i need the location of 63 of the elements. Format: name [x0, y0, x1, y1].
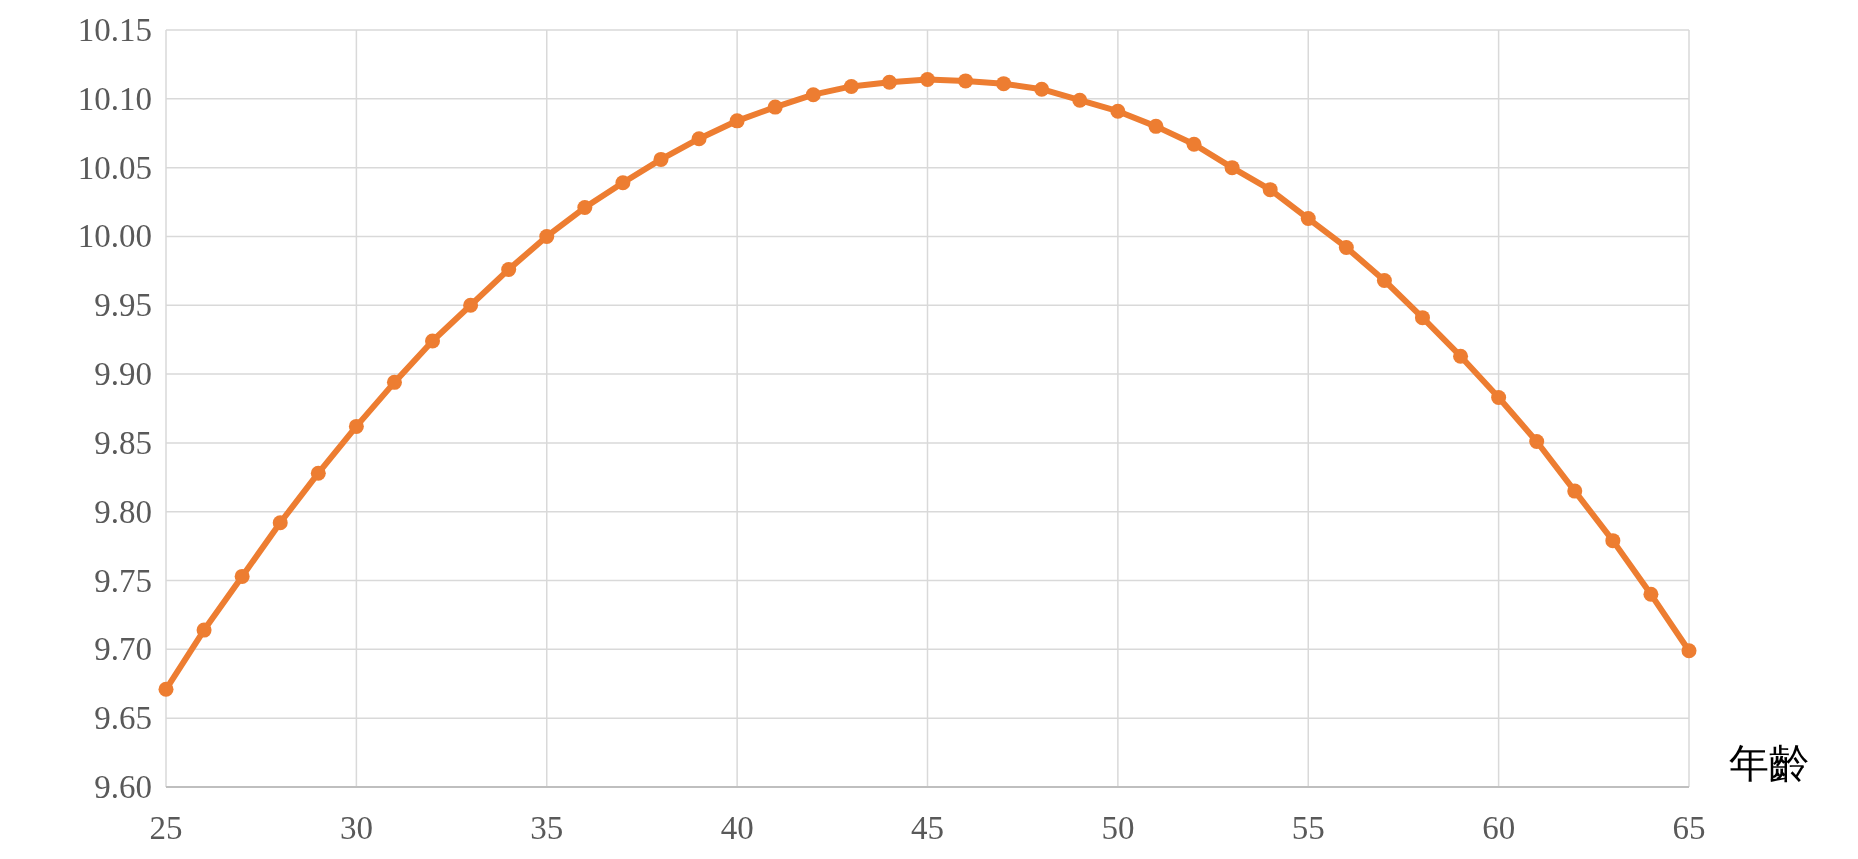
- y-tick-label: 10.05: [77, 149, 152, 186]
- point: [1453, 348, 1469, 364]
- point: [1681, 643, 1697, 659]
- point: [920, 72, 935, 88]
- x-tick-label: 60: [1482, 810, 1516, 846]
- x-tick-label: 35: [530, 810, 564, 846]
- point: [653, 151, 669, 167]
- point: [272, 515, 288, 531]
- x-tick-label: 50: [1101, 810, 1135, 846]
- point: [1034, 81, 1050, 97]
- y-tick-label: 9.60: [94, 769, 152, 805]
- point: [1072, 92, 1088, 108]
- point: [425, 333, 441, 349]
- y-tick-label: 9.90: [94, 356, 152, 393]
- point: [501, 261, 517, 277]
- point: [767, 99, 783, 115]
- point: [539, 228, 555, 244]
- point: [805, 87, 821, 103]
- point: [577, 200, 593, 216]
- point: [1338, 239, 1354, 255]
- point: [386, 374, 402, 390]
- point: [234, 568, 250, 584]
- point: [958, 73, 974, 89]
- point: [1414, 310, 1430, 326]
- y-tick-label: 10.00: [77, 218, 152, 255]
- y-tick-label: 9.80: [94, 493, 152, 530]
- point: [729, 113, 745, 129]
- point: [196, 622, 212, 638]
- point: [881, 74, 897, 90]
- point: [1376, 273, 1392, 288]
- point: [843, 78, 859, 94]
- point: [1300, 211, 1316, 227]
- x-tick-label: 45: [911, 810, 944, 846]
- point: [1567, 483, 1583, 499]
- point: [1110, 103, 1126, 119]
- y-tick-label: 10.10: [77, 80, 152, 117]
- point: [463, 297, 479, 313]
- y-tick-label: 9.95: [94, 287, 152, 324]
- point: [1186, 136, 1202, 152]
- x-tick-label: 55: [1291, 810, 1325, 846]
- point: [1148, 118, 1164, 134]
- x-tick-label: 25: [149, 810, 183, 846]
- point: [1529, 434, 1545, 450]
- x-tick-label: 30: [339, 810, 373, 846]
- point: [996, 76, 1012, 92]
- point: [158, 681, 174, 697]
- point: [1262, 182, 1278, 198]
- x-tick-label: 40: [720, 810, 754, 846]
- point: [1605, 533, 1621, 549]
- point: [691, 131, 707, 147]
- y-tick-label: 9.70: [94, 631, 152, 668]
- point: [1491, 389, 1507, 405]
- x-axis-title: 年齡: [1729, 740, 1809, 786]
- point: [310, 465, 326, 481]
- y-tick-label: 9.85: [94, 424, 152, 461]
- point: [1224, 160, 1240, 176]
- point: [348, 418, 364, 434]
- y-tick-label: 9.75: [94, 562, 152, 599]
- y-tick-label: 10.15: [77, 12, 152, 48]
- point: [615, 175, 631, 191]
- x-tick-label: 65: [1672, 810, 1706, 846]
- point: [1643, 586, 1659, 602]
- y-tick-label: 9.65: [94, 700, 152, 737]
